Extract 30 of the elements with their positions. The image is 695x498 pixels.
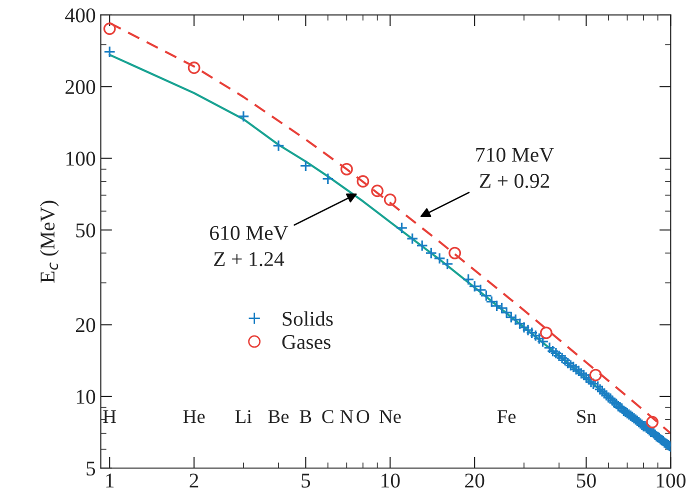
legend-label: Gases <box>282 335 330 350</box>
annotation: B <box>300 410 312 424</box>
y-tick-label: 400 <box>65 8 96 22</box>
legend-label: Solids <box>282 311 333 326</box>
x-tick-label: 20 <box>465 474 484 488</box>
y-tick-label: 10 <box>76 390 96 404</box>
y-axis-title: E$_{c}$ (MeV) <box>40 200 59 283</box>
annotation: Ne <box>379 410 401 424</box>
y-tick-label: 200 <box>66 80 96 94</box>
x-tick-label: 2 <box>190 474 198 488</box>
y-tick-label: 50 <box>76 223 96 238</box>
x-tick-label: 100 <box>656 474 686 488</box>
y-tick-label: 100 <box>66 152 96 166</box>
x-tick-label: 50 <box>577 474 596 488</box>
annotation: N <box>340 410 354 423</box>
annotation: 610 MeV Z + 1.24 <box>210 226 288 266</box>
annotation: 710 MeV Z + 0.92 <box>476 148 554 188</box>
x-tick-label: 5 <box>302 474 310 488</box>
annotation: Sn <box>577 410 596 424</box>
y-tick-label: 20 <box>76 318 96 332</box>
x-tick-label: 1 <box>106 474 114 488</box>
annotation: O <box>356 410 370 424</box>
annotation: He <box>183 410 205 424</box>
annotation: Fe <box>497 410 516 424</box>
x-tick-label: 10 <box>382 474 400 488</box>
annotation: Li <box>235 410 252 423</box>
y-tick-label: 5 <box>86 462 96 476</box>
annotation: H <box>103 410 116 423</box>
annotation: Be <box>268 410 289 424</box>
annotation: C <box>322 410 334 424</box>
